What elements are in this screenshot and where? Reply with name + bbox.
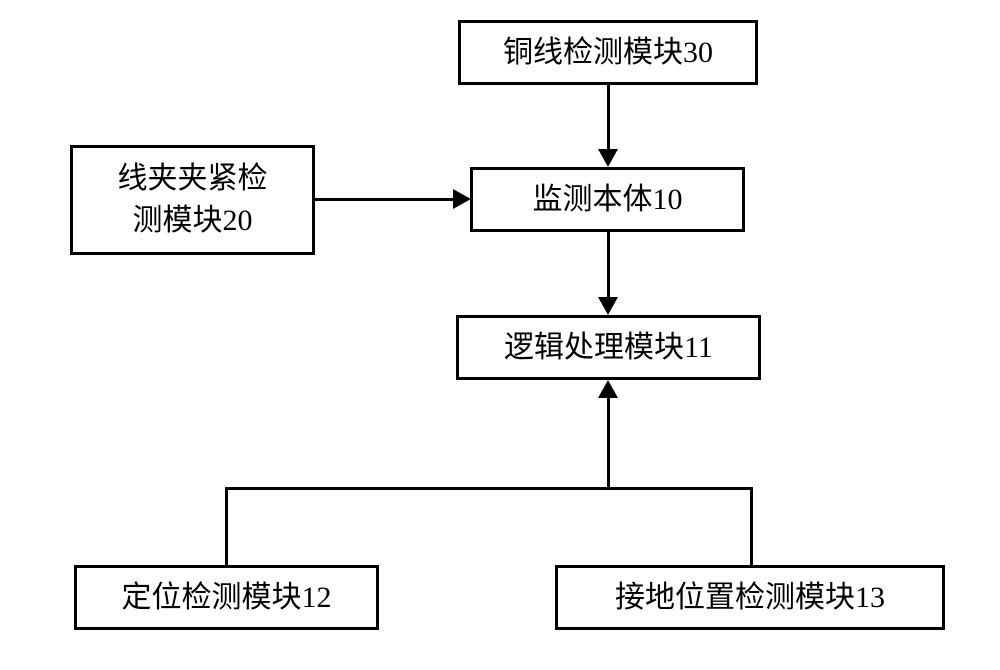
node-positioning-detection: 定位检测模块12	[74, 565, 379, 630]
arrow-head	[453, 189, 471, 209]
node-label: 铜线检测模块30	[503, 32, 713, 74]
node-label-line1: 线夹夹紧检	[118, 158, 268, 200]
arrow-line	[225, 487, 753, 490]
arrow-line	[225, 487, 228, 565]
node-logic-processing: 逻辑处理模块11	[456, 315, 761, 380]
node-label-line2: 测模块20	[118, 200, 268, 242]
arrow-line	[607, 232, 610, 299]
node-label: 定位检测模块12	[122, 577, 332, 619]
arrow-line	[750, 487, 753, 565]
node-clamp-detection: 线夹夹紧检 测模块20	[70, 145, 315, 255]
arrow-line	[607, 85, 610, 151]
node-copper-wire-detection: 铜线检测模块30	[458, 20, 758, 85]
node-label-multiline: 线夹夹紧检 测模块20	[118, 158, 268, 242]
node-label: 逻辑处理模块11	[504, 327, 713, 369]
node-grounding-position-detection: 接地位置检测模块13	[555, 565, 945, 630]
arrow-line	[607, 398, 610, 490]
arrow-head	[598, 297, 618, 315]
arrow-head	[598, 380, 618, 398]
arrow-line	[315, 198, 455, 201]
arrow-head	[598, 149, 618, 167]
node-label: 监测本体10	[533, 179, 683, 221]
node-monitoring-body: 监测本体10	[470, 167, 745, 232]
node-label: 接地位置检测模块13	[615, 577, 885, 619]
